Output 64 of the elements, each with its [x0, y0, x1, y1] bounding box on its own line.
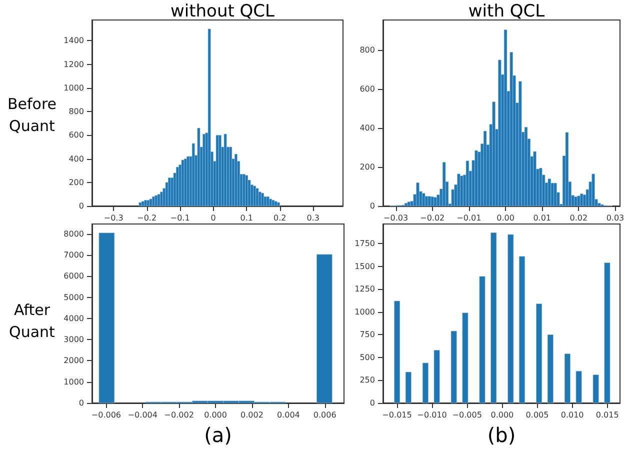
y-tick-label: 0 [370, 398, 375, 408]
y-tick-label: 1750 [354, 239, 375, 248]
x-tick-label: 0.3 [306, 214, 320, 222]
y-tick-label: 1400 [64, 36, 84, 46]
y-tick-label: 200 [360, 162, 375, 172]
x-tick-label: 0.1 [240, 214, 253, 222]
y-tick-label: 500 [360, 352, 375, 362]
x-tick-label: −0.03 [384, 214, 408, 222]
x-tick-label: 0.02 [570, 214, 588, 222]
x-tick-label: 0.000 [490, 410, 514, 420]
x-tick-label: 0.2 [273, 214, 286, 222]
y-tick-label: 0 [78, 398, 84, 408]
y-tick-label: 400 [68, 154, 84, 164]
y-tick-label: 1250 [354, 284, 375, 294]
y-tick-label: 1500 [354, 262, 375, 271]
y-tick-label: 1200 [64, 60, 84, 69]
x-tick-label: 0.005 [526, 410, 549, 420]
y-tick-label: 5000 [64, 292, 84, 302]
x-tick-label: −0.2 [137, 214, 157, 222]
y-tick-label: 800 [360, 46, 375, 55]
x-tick-label: −0.3 [104, 214, 124, 222]
y-tick-label: 2000 [64, 356, 84, 366]
y-tick-label: 600 [68, 130, 84, 140]
x-tick-label: −0.006 [91, 410, 122, 420]
y-tick-label: 200 [68, 178, 84, 187]
y-axis-title: Before Quant [6, 94, 58, 136]
y-tick-label: 0 [370, 202, 375, 210]
y-tick-label: 1000 [64, 377, 84, 386]
y-tick-label: 600 [360, 84, 375, 94]
y-tick-label: 3000 [64, 335, 84, 344]
x-axis-title: (b) [487, 423, 516, 447]
x-tick-label: −0.005 [452, 410, 482, 420]
x-tick-label: 0.002 [240, 410, 264, 420]
x-tick-label: 0 [210, 214, 216, 222]
x-tick-label: −0.015 [382, 410, 412, 420]
x-tick-label: 0.000 [204, 410, 227, 420]
x-tick-label: 0.01 [533, 214, 552, 222]
x-tick-label: −0.1 [170, 214, 190, 222]
y-tick-label: 7000 [64, 250, 84, 260]
x-tick-label: 0.006 [313, 410, 336, 420]
x-tick-label: 0.004 [276, 410, 300, 420]
chart-title: with QCL [468, 2, 546, 22]
x-tick-label: −0.01 [456, 214, 482, 222]
y-tick-label: 1000 [354, 307, 375, 316]
x-tick-label: −0.002 [164, 410, 194, 420]
y-tick-label: 400 [360, 124, 375, 133]
chart-title: without QCL [170, 2, 276, 22]
y-axis-title: After Quant [8, 300, 56, 342]
x-tick-label: −0.004 [128, 410, 158, 420]
x-tick-label: 0.00 [496, 214, 514, 222]
y-tick-label: 250 [360, 376, 375, 385]
x-tick-label: −0.02 [420, 214, 445, 222]
y-tick-label: 6000 [64, 272, 84, 281]
x-tick-label: −0.010 [417, 410, 447, 420]
x-tick-label: 0.010 [560, 410, 584, 420]
x-tick-label: 0.015 [596, 410, 619, 420]
y-tick-label: 800 [68, 107, 84, 116]
x-tick-label: 0.03 [606, 214, 624, 222]
y-tick-label: 0 [78, 202, 84, 210]
y-tick-label: 1000 [64, 83, 84, 92]
y-tick-label: 8000 [64, 229, 84, 238]
y-tick-label: 750 [360, 330, 375, 340]
x-axis-title: (a) [204, 423, 232, 447]
y-tick-label: 4000 [64, 314, 84, 323]
